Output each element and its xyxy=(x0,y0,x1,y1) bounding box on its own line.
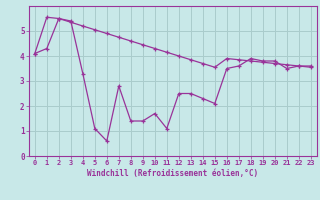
X-axis label: Windchill (Refroidissement éolien,°C): Windchill (Refroidissement éolien,°C) xyxy=(87,169,258,178)
